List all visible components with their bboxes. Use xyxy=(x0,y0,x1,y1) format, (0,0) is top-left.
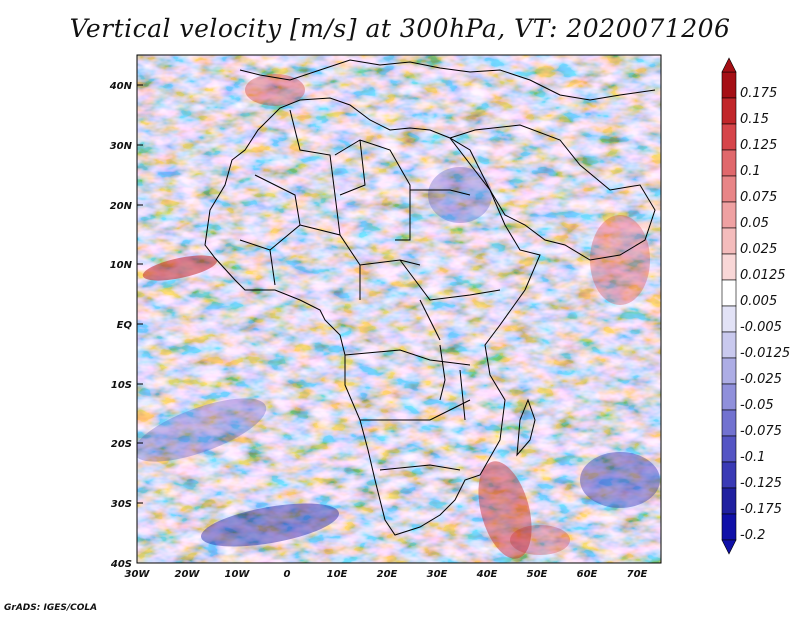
colorbar-swatch xyxy=(721,279,737,307)
lat-tick-label: 20N xyxy=(110,201,133,212)
velocity-field xyxy=(137,55,661,563)
coastlines xyxy=(204,59,656,536)
colorbar-label: 0.005 xyxy=(740,294,777,309)
colorbar-label: -0.025 xyxy=(740,372,782,387)
colorbar-label: -0.0125 xyxy=(740,346,790,361)
chart-title: Vertical velocity [m/s] at 300hPa, VT: 2… xyxy=(69,14,731,43)
lat-tick-label: 40S xyxy=(110,559,132,570)
lon-tick-label: 10E xyxy=(327,569,348,580)
colorbar-top-arrow xyxy=(721,57,737,73)
lat-axis: 40N 30N 20N 10N EQ 10S 20S 30S 40S xyxy=(109,81,143,570)
lon-tick-label: 40E xyxy=(476,569,498,580)
colorbar-swatch xyxy=(721,123,737,151)
lat-tick-label: 10N xyxy=(110,260,133,271)
colorbar-swatch xyxy=(721,435,737,463)
lon-tick-label: 20W xyxy=(175,569,201,580)
colorbar-swatch xyxy=(721,487,737,515)
colorbar-label: -0.2 xyxy=(740,528,765,543)
lon-tick-label: 60E xyxy=(577,569,598,580)
lat-tick-label: 30S xyxy=(111,499,132,510)
colorbar-swatch xyxy=(721,253,737,281)
colorbar-swatch xyxy=(721,331,737,359)
lon-axis: 30W 20W 10W 0 10E 20E 30E 40E 50E 60E 70… xyxy=(125,569,648,580)
lon-tick-label: 20E xyxy=(377,569,398,580)
lon-tick-label: 0 xyxy=(284,569,291,580)
colorbar-label: 0.05 xyxy=(740,216,769,231)
colorbar-swatch xyxy=(721,513,737,541)
colorbar-label: -0.05 xyxy=(740,398,774,413)
colorbar-label: 0.0125 xyxy=(740,268,786,283)
colorbar-swatch xyxy=(721,175,737,203)
lat-tick-label: 20S xyxy=(111,439,132,450)
colorbar-swatch xyxy=(721,149,737,177)
colorbar-label: 0.175 xyxy=(740,86,777,101)
colorbar-swatch xyxy=(721,461,737,489)
lat-tick-label: EQ xyxy=(117,320,133,331)
colorbar-swatch xyxy=(721,409,737,437)
colorbar-label: 0.1 xyxy=(740,164,761,179)
colorbar-label: 0.125 xyxy=(740,138,777,153)
colorbar-label: 0.075 xyxy=(740,190,777,205)
colorbar-swatch xyxy=(721,305,737,333)
lat-tick-label: 40N xyxy=(109,81,133,92)
colorbar-swatch xyxy=(721,383,737,411)
lat-tick-label: 10S xyxy=(111,380,132,391)
map-frame xyxy=(136,54,662,564)
colorbar-label: -0.075 xyxy=(740,424,782,439)
colorbar-swatch xyxy=(721,357,737,385)
colorbar-label: -0.175 xyxy=(740,502,782,517)
colorbar-swatch xyxy=(721,201,737,229)
colorbar-bottom-arrow xyxy=(721,539,737,555)
colorbar-label: -0.005 xyxy=(740,320,782,335)
credit-text: GrADS: IGES/COLA xyxy=(4,603,98,613)
colorbar-label: -0.1 xyxy=(740,450,765,465)
colorbar-label: 0.15 xyxy=(740,112,769,127)
lat-tick-label: 30N xyxy=(110,141,133,152)
colorbar-swatch xyxy=(721,71,737,99)
colorbar-label: -0.125 xyxy=(740,476,782,491)
lon-tick-label: 50E xyxy=(527,569,548,580)
colorbar-swatch xyxy=(721,97,737,125)
colorbar-label: 0.025 xyxy=(740,242,777,257)
lon-tick-label: 30E xyxy=(427,569,448,580)
colorbar-swatch xyxy=(721,227,737,255)
lon-tick-label: 10W xyxy=(225,569,251,580)
colorbar: 0.175 0.15 0.125 0.1 0.075 0.05 0.025 0.0125 0.0… xyxy=(721,57,790,555)
lon-tick-label: 70E xyxy=(627,569,648,580)
lon-tick-label: 30W xyxy=(125,569,151,580)
